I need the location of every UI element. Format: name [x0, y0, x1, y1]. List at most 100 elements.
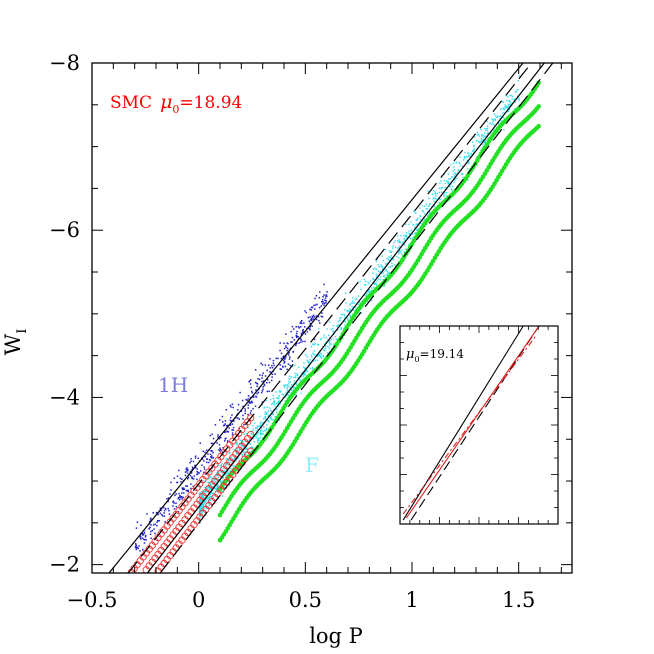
1h-observed-point [144, 536, 147, 538]
f-observed-point [388, 266, 390, 269]
f-observed-point [415, 212, 417, 214]
f-observed-point [214, 481, 216, 483]
1h-observed-point [293, 339, 295, 341]
f-observed-point [250, 433, 252, 435]
1h-observed-point [250, 402, 252, 404]
1h-observed-point [260, 362, 262, 365]
f-observed-point [282, 393, 285, 396]
1h-observed-point [301, 331, 304, 334]
f-observed-point [309, 359, 311, 361]
f-observed-point [217, 479, 220, 481]
f-observed-point [382, 267, 384, 269]
f-observed-point [401, 253, 403, 255]
1h-observed-point [303, 322, 305, 324]
1h-observed-point [136, 521, 139, 523]
f-observed-point [201, 495, 203, 497]
f-observed-point [300, 392, 302, 395]
f-observed-point [438, 191, 441, 194]
f-observed-point [383, 274, 385, 277]
1h-observed-point [285, 346, 288, 349]
1h-observed-point [140, 524, 142, 526]
1h-observed-point [315, 315, 318, 317]
1h-observed-point [143, 531, 146, 534]
f-observed-point [372, 278, 375, 281]
f-observed-point [236, 449, 238, 451]
f-observed-point [354, 306, 357, 308]
f-observed-point [226, 462, 229, 464]
f-observed-point [478, 133, 480, 136]
f-observed-point [204, 500, 206, 503]
f-observed-point [502, 108, 504, 110]
1h-observed-point [178, 469, 180, 472]
1h-observed-point [309, 322, 311, 325]
f-observed-point [458, 161, 460, 164]
inset-background [400, 326, 558, 524]
f-observed-point [320, 355, 322, 357]
1h-observed-point [151, 529, 154, 532]
1h-observed-point [285, 345, 287, 347]
1h-observed-point [257, 378, 259, 380]
f-observed-point [257, 441, 259, 443]
f-observed-point [462, 176, 464, 178]
f-observed-point [245, 432, 248, 435]
f-observed-point [265, 427, 268, 429]
f-observed-point [286, 390, 289, 392]
f-observed-point [281, 393, 283, 395]
1h-observed-point [187, 490, 189, 492]
f-observed-point [447, 181, 449, 183]
1h-observed-point [156, 521, 158, 523]
f-observed-point [459, 164, 462, 167]
f-observed-point [391, 250, 393, 252]
1h-observed-point [287, 352, 289, 355]
f-observed-point [404, 248, 407, 250]
1h-observed-point [292, 351, 294, 353]
y-tick-label: −4 [49, 385, 80, 409]
f-observed-point [303, 373, 306, 375]
f-observed-point [402, 241, 404, 243]
1h-observed-point [309, 325, 311, 328]
f-observed-point [220, 465, 222, 467]
f-observed-point [308, 361, 310, 363]
1h-observed-point [167, 497, 170, 499]
1h-observed-point [173, 477, 176, 479]
f-observed-point [343, 314, 346, 316]
f-observed-point [379, 270, 381, 272]
1h-observed-point [306, 331, 309, 333]
1h-observed-point [261, 380, 263, 383]
f-observed-point [218, 472, 220, 474]
f-observed-point [399, 240, 401, 243]
1h-observed-point [229, 424, 232, 426]
f-observed-point [416, 223, 418, 225]
f-observed-point [320, 353, 322, 355]
f-observed-point [399, 250, 401, 252]
f-observed-point [203, 507, 205, 509]
f-observed-point [335, 338, 338, 340]
1h-observed-point [289, 356, 291, 358]
1h-observed-point [190, 472, 193, 474]
1h-observed-point [291, 360, 294, 362]
1h-observed-point [225, 425, 228, 427]
1h-observed-point [315, 318, 318, 321]
f-observed-point [243, 433, 245, 435]
f-observed-point [451, 176, 453, 178]
f-observed-point [427, 205, 429, 208]
f-observed-point [389, 251, 391, 254]
1h-observed-point [250, 379, 252, 381]
f-observed-point [278, 395, 280, 397]
f-observed-point [202, 505, 205, 507]
f-observed-point [264, 415, 267, 418]
y-tick-label: −2 [49, 553, 80, 577]
1h-observed-point [227, 431, 230, 433]
f-observed-point [504, 106, 507, 108]
f-observed-point [213, 475, 215, 478]
f-model-point [536, 80, 541, 86]
f-observed-point [229, 470, 231, 472]
1h-observed-point [204, 451, 206, 454]
1h-observed-point [150, 519, 152, 521]
1h-observed-point [206, 461, 208, 464]
1h-observed-point [175, 502, 177, 504]
1h-observed-point [146, 513, 148, 515]
f-observed-point [299, 378, 301, 380]
f-observed-point [419, 225, 421, 228]
f-observed-point [319, 352, 322, 354]
